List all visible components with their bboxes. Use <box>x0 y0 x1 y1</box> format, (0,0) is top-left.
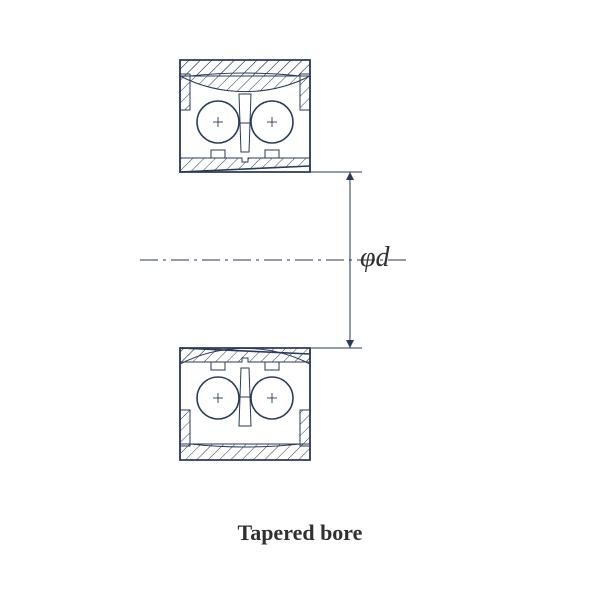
figure-caption: Tapered bore <box>0 520 600 546</box>
bearing-diagram <box>0 0 600 600</box>
dimension-label: φd <box>360 242 390 274</box>
